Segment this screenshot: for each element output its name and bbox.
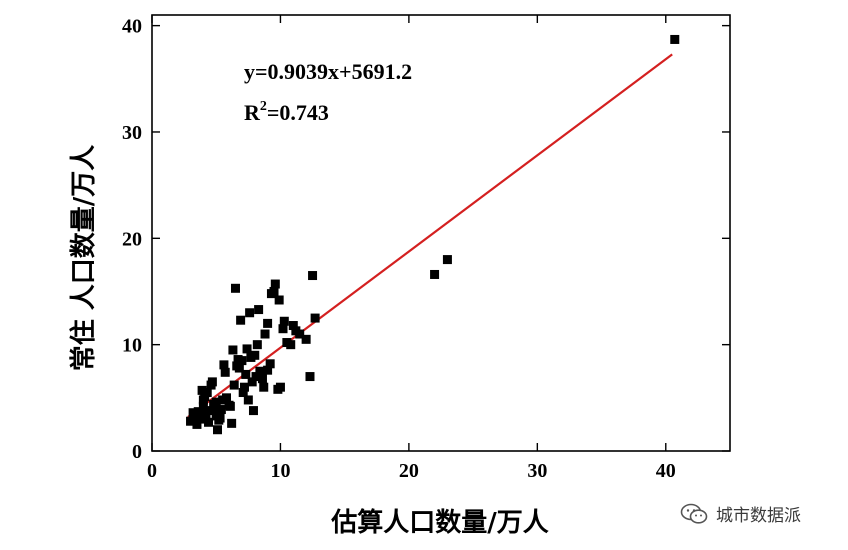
data-points bbox=[186, 34, 680, 435]
data-point bbox=[198, 401, 208, 411]
plot-border bbox=[151, 14, 731, 452]
x-tick-label: 20 bbox=[399, 460, 419, 482]
y-tick-label: 10 bbox=[122, 335, 142, 357]
data-point bbox=[200, 392, 210, 402]
y-tick-label: 0 bbox=[132, 441, 142, 463]
data-point bbox=[196, 414, 206, 424]
data-point bbox=[305, 372, 315, 382]
watermark-text: 城市数据派 bbox=[716, 506, 801, 526]
data-point bbox=[221, 393, 231, 403]
data-point bbox=[265, 359, 275, 369]
x-axis-title: 估算人口数量/万人 bbox=[330, 507, 549, 538]
r-squared-prefix: R bbox=[244, 100, 261, 125]
data-point bbox=[232, 361, 242, 371]
fit-line-group bbox=[187, 53, 673, 418]
data-point bbox=[236, 315, 246, 325]
data-point bbox=[266, 289, 276, 299]
data-point bbox=[252, 340, 262, 350]
fit-line bbox=[187, 53, 673, 418]
data-point bbox=[257, 374, 267, 384]
data-point bbox=[242, 344, 252, 354]
data-point bbox=[255, 366, 265, 376]
data-point bbox=[247, 377, 257, 387]
data-point bbox=[204, 417, 214, 427]
data-point bbox=[291, 326, 301, 336]
data-point bbox=[213, 425, 223, 435]
data-point bbox=[211, 397, 221, 407]
data-point bbox=[233, 355, 243, 365]
data-point bbox=[251, 372, 261, 382]
data-point bbox=[275, 382, 285, 392]
x-tick-label: 40 bbox=[656, 460, 676, 482]
data-point bbox=[278, 324, 288, 334]
data-point bbox=[238, 388, 248, 398]
data-point bbox=[239, 382, 249, 392]
data-point bbox=[270, 279, 280, 289]
data-point bbox=[210, 403, 220, 413]
data-point bbox=[254, 305, 264, 315]
data-point bbox=[260, 329, 270, 339]
data-point bbox=[442, 255, 452, 265]
data-point bbox=[228, 345, 238, 355]
data-point bbox=[288, 321, 298, 331]
data-point bbox=[229, 380, 239, 390]
y-axis-title: 常住 人口数量/万人 bbox=[68, 145, 99, 372]
y-tick-label: 30 bbox=[122, 122, 142, 144]
data-point bbox=[191, 410, 201, 420]
data-point bbox=[310, 313, 320, 323]
data-point bbox=[670, 34, 680, 44]
r-squared-annotation: R2=0.743 bbox=[244, 99, 329, 125]
data-point bbox=[207, 377, 217, 387]
axis-ticks: 0 10 20 30 40 0 10 20 30 40 bbox=[122, 15, 730, 482]
data-point bbox=[225, 401, 235, 411]
y-tick-label: 40 bbox=[122, 16, 142, 38]
data-point bbox=[220, 367, 230, 377]
y-tick-label: 20 bbox=[122, 228, 142, 250]
data-point bbox=[301, 334, 311, 344]
data-point bbox=[205, 406, 215, 416]
data-point bbox=[286, 340, 296, 350]
r-squared-superscript: 2 bbox=[260, 99, 267, 114]
data-point bbox=[248, 406, 258, 416]
data-point bbox=[274, 295, 284, 305]
data-point bbox=[243, 395, 253, 405]
data-point bbox=[246, 352, 256, 362]
data-point bbox=[308, 271, 318, 281]
data-point bbox=[219, 360, 229, 370]
data-point bbox=[227, 418, 237, 428]
plot-frame bbox=[151, 14, 731, 452]
data-point bbox=[263, 318, 273, 328]
data-point bbox=[245, 308, 255, 318]
data-point bbox=[241, 369, 251, 379]
data-point bbox=[430, 269, 440, 279]
data-point bbox=[263, 365, 273, 375]
data-point bbox=[197, 385, 207, 395]
r-squared-value: =0.743 bbox=[267, 100, 329, 125]
data-point bbox=[230, 283, 240, 293]
data-point bbox=[215, 413, 225, 423]
data-point bbox=[259, 382, 269, 392]
data-point bbox=[279, 316, 289, 326]
data-point bbox=[192, 419, 202, 429]
x-tick-label: 0 bbox=[147, 460, 157, 482]
watermark: 城市数据派 bbox=[680, 501, 801, 526]
data-point bbox=[216, 405, 226, 415]
equation-annotation: y=0.9039x+5691.2 bbox=[244, 59, 412, 84]
wechat-icon bbox=[680, 503, 708, 524]
x-tick-label: 10 bbox=[270, 460, 290, 482]
x-tick-label: 30 bbox=[527, 460, 547, 482]
